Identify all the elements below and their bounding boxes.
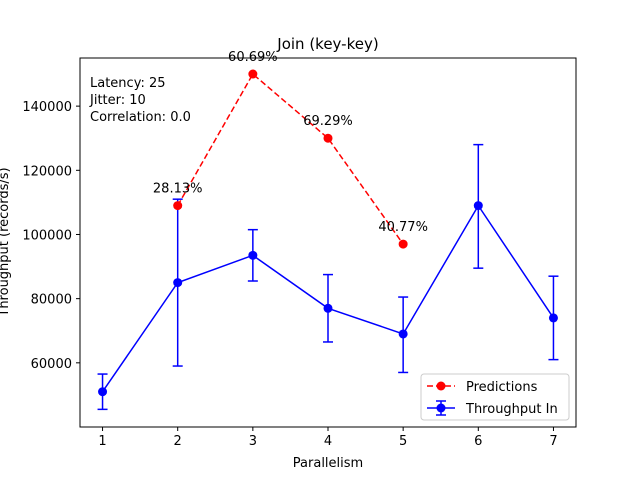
throughput-point (548, 313, 558, 323)
throughput-point (473, 201, 483, 211)
legend: Predictions Throughput In (420, 373, 570, 421)
x-axis-label: Parallelism (293, 456, 363, 471)
prediction-point (248, 69, 258, 79)
prediction-label: 69.29% (303, 114, 353, 129)
annotation-latency: Latency: 25 (90, 76, 166, 91)
y-tick-label: 60000 (31, 357, 72, 372)
legend-throughput-marker (436, 403, 446, 413)
x-tick-label: 1 (98, 434, 106, 449)
chart-title: Join (key-key) (276, 35, 378, 53)
predictions-line (177, 72, 404, 245)
annotation-box: Latency: 25 Jitter: 10 Correlation: 0.0 (89, 76, 191, 125)
y-tick-label: 80000 (31, 293, 72, 308)
annotation-correlation: Correlation: 0.0 (90, 110, 191, 125)
y-axis-label: Throughput (records/s) (0, 167, 12, 317)
legend-predictions-label: Predictions (466, 380, 538, 395)
x-tick-label: 7 (549, 434, 557, 449)
x-tick-label: 4 (324, 434, 332, 449)
throughput-point (248, 250, 258, 260)
prediction-label: 40.77% (378, 220, 428, 235)
throughput-point (398, 329, 408, 339)
throughput-point (323, 303, 333, 313)
axes: 1 2 3 4 5 6 7 60000 80000 100000 120000 140000 (22, 100, 557, 449)
prediction-point (398, 239, 408, 249)
annotation-jitter: Jitter: 10 (89, 93, 146, 108)
throughput-point (173, 278, 183, 288)
legend-frame (420, 373, 570, 421)
x-tick-label: 5 (399, 434, 407, 449)
x-tick-label: 3 (249, 434, 257, 449)
plot-area: 28.13%60.69%69.29%40.77% (97, 50, 559, 411)
x-tick-label: 2 (174, 434, 182, 449)
legend-throughput-label: Throughput In (465, 402, 558, 417)
y-tick-label: 140000 (22, 100, 72, 115)
prediction-point (173, 201, 183, 211)
y-tick-label: 120000 (22, 164, 72, 179)
throughput-point (98, 387, 108, 397)
x-tick-label: 6 (474, 434, 482, 449)
prediction-label: 28.13% (153, 182, 203, 197)
legend-predictions-marker (436, 381, 446, 391)
y-tick-label: 100000 (22, 228, 72, 243)
plot-frame (79, 57, 577, 428)
prediction-point (323, 133, 333, 143)
